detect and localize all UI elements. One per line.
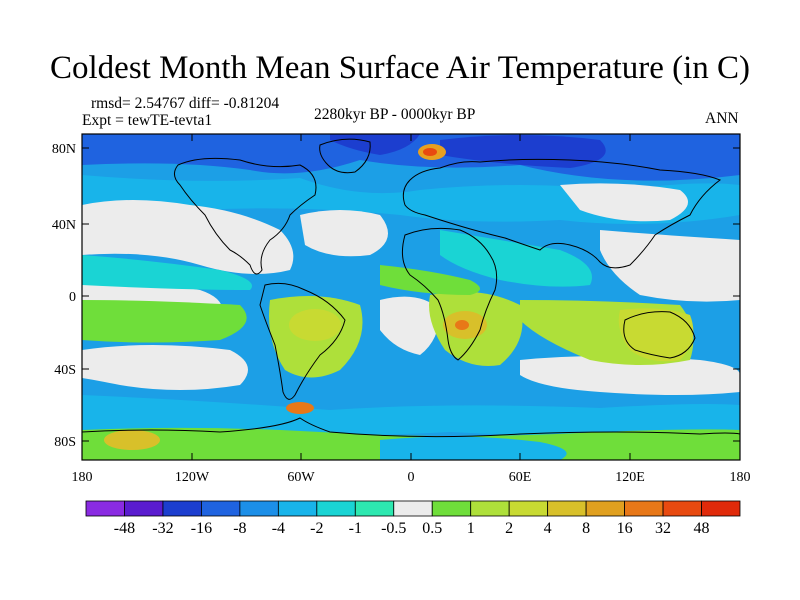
south-atlantic-neutral (380, 296, 440, 355)
north-pacific-neutral (82, 200, 294, 274)
colorbar-label: 0.5 (422, 520, 442, 537)
colorbar-swatch (431, 500, 472, 517)
lon-tick-label: 180 (730, 470, 751, 485)
africa-outline (401, 227, 498, 361)
colorbar-label: 48 (694, 520, 710, 537)
east-asia-neutral (560, 183, 688, 222)
colorbar-swatch (239, 500, 279, 517)
south-pacific-neutral (82, 345, 248, 390)
colorbar-label: -2 (310, 520, 323, 537)
colorbar-label: -0.5 (381, 520, 406, 537)
scandinavia-hot-spot (423, 148, 437, 156)
eurasia-outline (402, 158, 722, 269)
colorbar-swatch (354, 500, 395, 517)
amazon-yellow-area (289, 309, 341, 341)
colorbar-swatch (701, 500, 741, 517)
greenland-outline (319, 138, 371, 174)
colorbar: -48 -32 -16 -8 -4 -2 -1 -0.5 0.5 1 2 4 8 16 32 48 (85, 500, 741, 537)
season-label: ANN (705, 110, 739, 127)
lat-tick-label: 80N (52, 142, 76, 157)
southern-ocean-teal (82, 395, 740, 436)
lon-tick-label: 60E (509, 470, 532, 485)
latitude-axis: 80N 40N 0 40S 80S (52, 142, 740, 450)
colorbar-swatch (547, 500, 587, 517)
colorbar-swatch (393, 500, 433, 517)
colorbar-label: 2 (505, 520, 513, 537)
ross-sea-yellow (104, 430, 160, 450)
colorbar-label: -48 (114, 520, 135, 537)
longitude-axis: 180 120W 60W 0 60E 120E 180 (72, 134, 751, 485)
colorbar-label: -4 (272, 520, 285, 537)
south-america-outline (259, 282, 346, 400)
tropical-pacific-teal (82, 255, 252, 290)
lon-tick-label: 0 (408, 470, 415, 485)
colorbar-label: -1 (349, 520, 362, 537)
colorbar-label: -8 (233, 520, 246, 537)
subtropical-pacific-green (82, 300, 247, 343)
south-africa-hot-spot (455, 320, 469, 330)
north-america-outline (174, 157, 317, 275)
colorbar-swatch (316, 500, 356, 517)
antarctic-peninsula-warm (286, 402, 314, 414)
lon-tick-label: 60W (287, 470, 315, 485)
map-field (82, 134, 740, 460)
colorbar-swatch (585, 500, 625, 517)
antarctica-outline (82, 417, 740, 438)
lat-tick-label: 80S (54, 435, 76, 450)
colorbar-swatch (124, 500, 164, 517)
lon-tick-label: 180 (72, 470, 93, 485)
colorbar-swatch (508, 500, 549, 517)
lat-tick-label: 0 (69, 290, 76, 305)
colorbar-swatch (162, 500, 202, 517)
lon-tick-label: 120E (615, 470, 645, 485)
west-pacific-neutral (600, 230, 740, 302)
coastlines (82, 138, 740, 438)
colorbar-swatch (470, 500, 510, 517)
lat-tick-label: 40N (52, 218, 76, 233)
colorbar-swatch (85, 500, 125, 517)
australia-outline (623, 311, 696, 359)
colorbar-label: 16 (617, 520, 633, 537)
colorbar-swatch (662, 500, 702, 517)
colorbar-swatch (201, 500, 241, 517)
colorbar-label: 8 (582, 520, 590, 537)
colorbar-label: 32 (655, 520, 671, 537)
lat-tick-label: 40S (54, 363, 76, 378)
colorbar-swatch (624, 500, 664, 517)
australia-warm (618, 308, 694, 362)
colorbar-label: -16 (191, 520, 212, 537)
plot-title: Coldest Month Mean Surface Air Temperatu… (50, 50, 750, 86)
north-atlantic-neutral (300, 210, 388, 257)
equatorial-atlantic-green (380, 265, 480, 295)
colorbar-label: -32 (152, 520, 173, 537)
southern-ocean-neutral (520, 356, 740, 395)
colorbar-label: 1 (467, 520, 475, 537)
experiment-label: Expt = tewTE-tevta1 (82, 112, 213, 129)
lon-tick-label: 120W (175, 470, 210, 485)
stats-label: rmsd= 2.54767 diff= -0.81204 (91, 95, 280, 112)
colorbar-swatch (277, 500, 318, 517)
north-africa-teal (440, 230, 592, 287)
period-label: 2280kyr BP - 0000kyr BP (314, 106, 476, 123)
colorbar-label: 4 (544, 520, 552, 537)
